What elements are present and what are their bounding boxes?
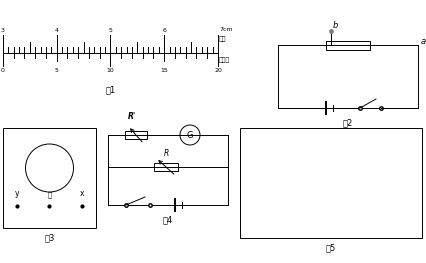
Text: 图2: 图2 xyxy=(342,118,352,127)
Text: 主尺: 主尺 xyxy=(219,36,226,42)
Text: 5: 5 xyxy=(55,68,58,73)
Text: 图1: 图1 xyxy=(105,85,115,94)
Text: 0: 0 xyxy=(1,68,5,73)
Text: 焱: 焱 xyxy=(47,191,52,198)
Text: y: y xyxy=(15,189,19,198)
Bar xyxy=(125,131,147,139)
Text: R': R' xyxy=(127,112,136,121)
Text: b: b xyxy=(332,21,338,30)
Text: 图5: 图5 xyxy=(325,243,335,252)
Text: 6: 6 xyxy=(162,28,166,33)
Circle shape xyxy=(180,125,199,145)
Bar xyxy=(3,128,96,228)
Text: R: R xyxy=(163,149,168,158)
Circle shape xyxy=(26,144,73,192)
Text: G: G xyxy=(186,130,193,139)
Bar xyxy=(154,163,178,171)
Text: 图3: 图3 xyxy=(44,233,55,242)
Text: x: x xyxy=(80,189,84,198)
Text: 20: 20 xyxy=(213,68,222,73)
Text: 游标尺: 游标尺 xyxy=(219,57,230,63)
Text: 3: 3 xyxy=(1,28,5,33)
Text: 15: 15 xyxy=(160,68,168,73)
Text: 10: 10 xyxy=(106,68,114,73)
Bar xyxy=(239,128,421,238)
Text: 7cm: 7cm xyxy=(219,27,232,32)
Text: a: a xyxy=(420,37,425,46)
Text: 图4: 图4 xyxy=(162,215,173,224)
Text: 4: 4 xyxy=(55,28,59,33)
Text: 5: 5 xyxy=(108,28,112,33)
Bar xyxy=(325,41,369,49)
